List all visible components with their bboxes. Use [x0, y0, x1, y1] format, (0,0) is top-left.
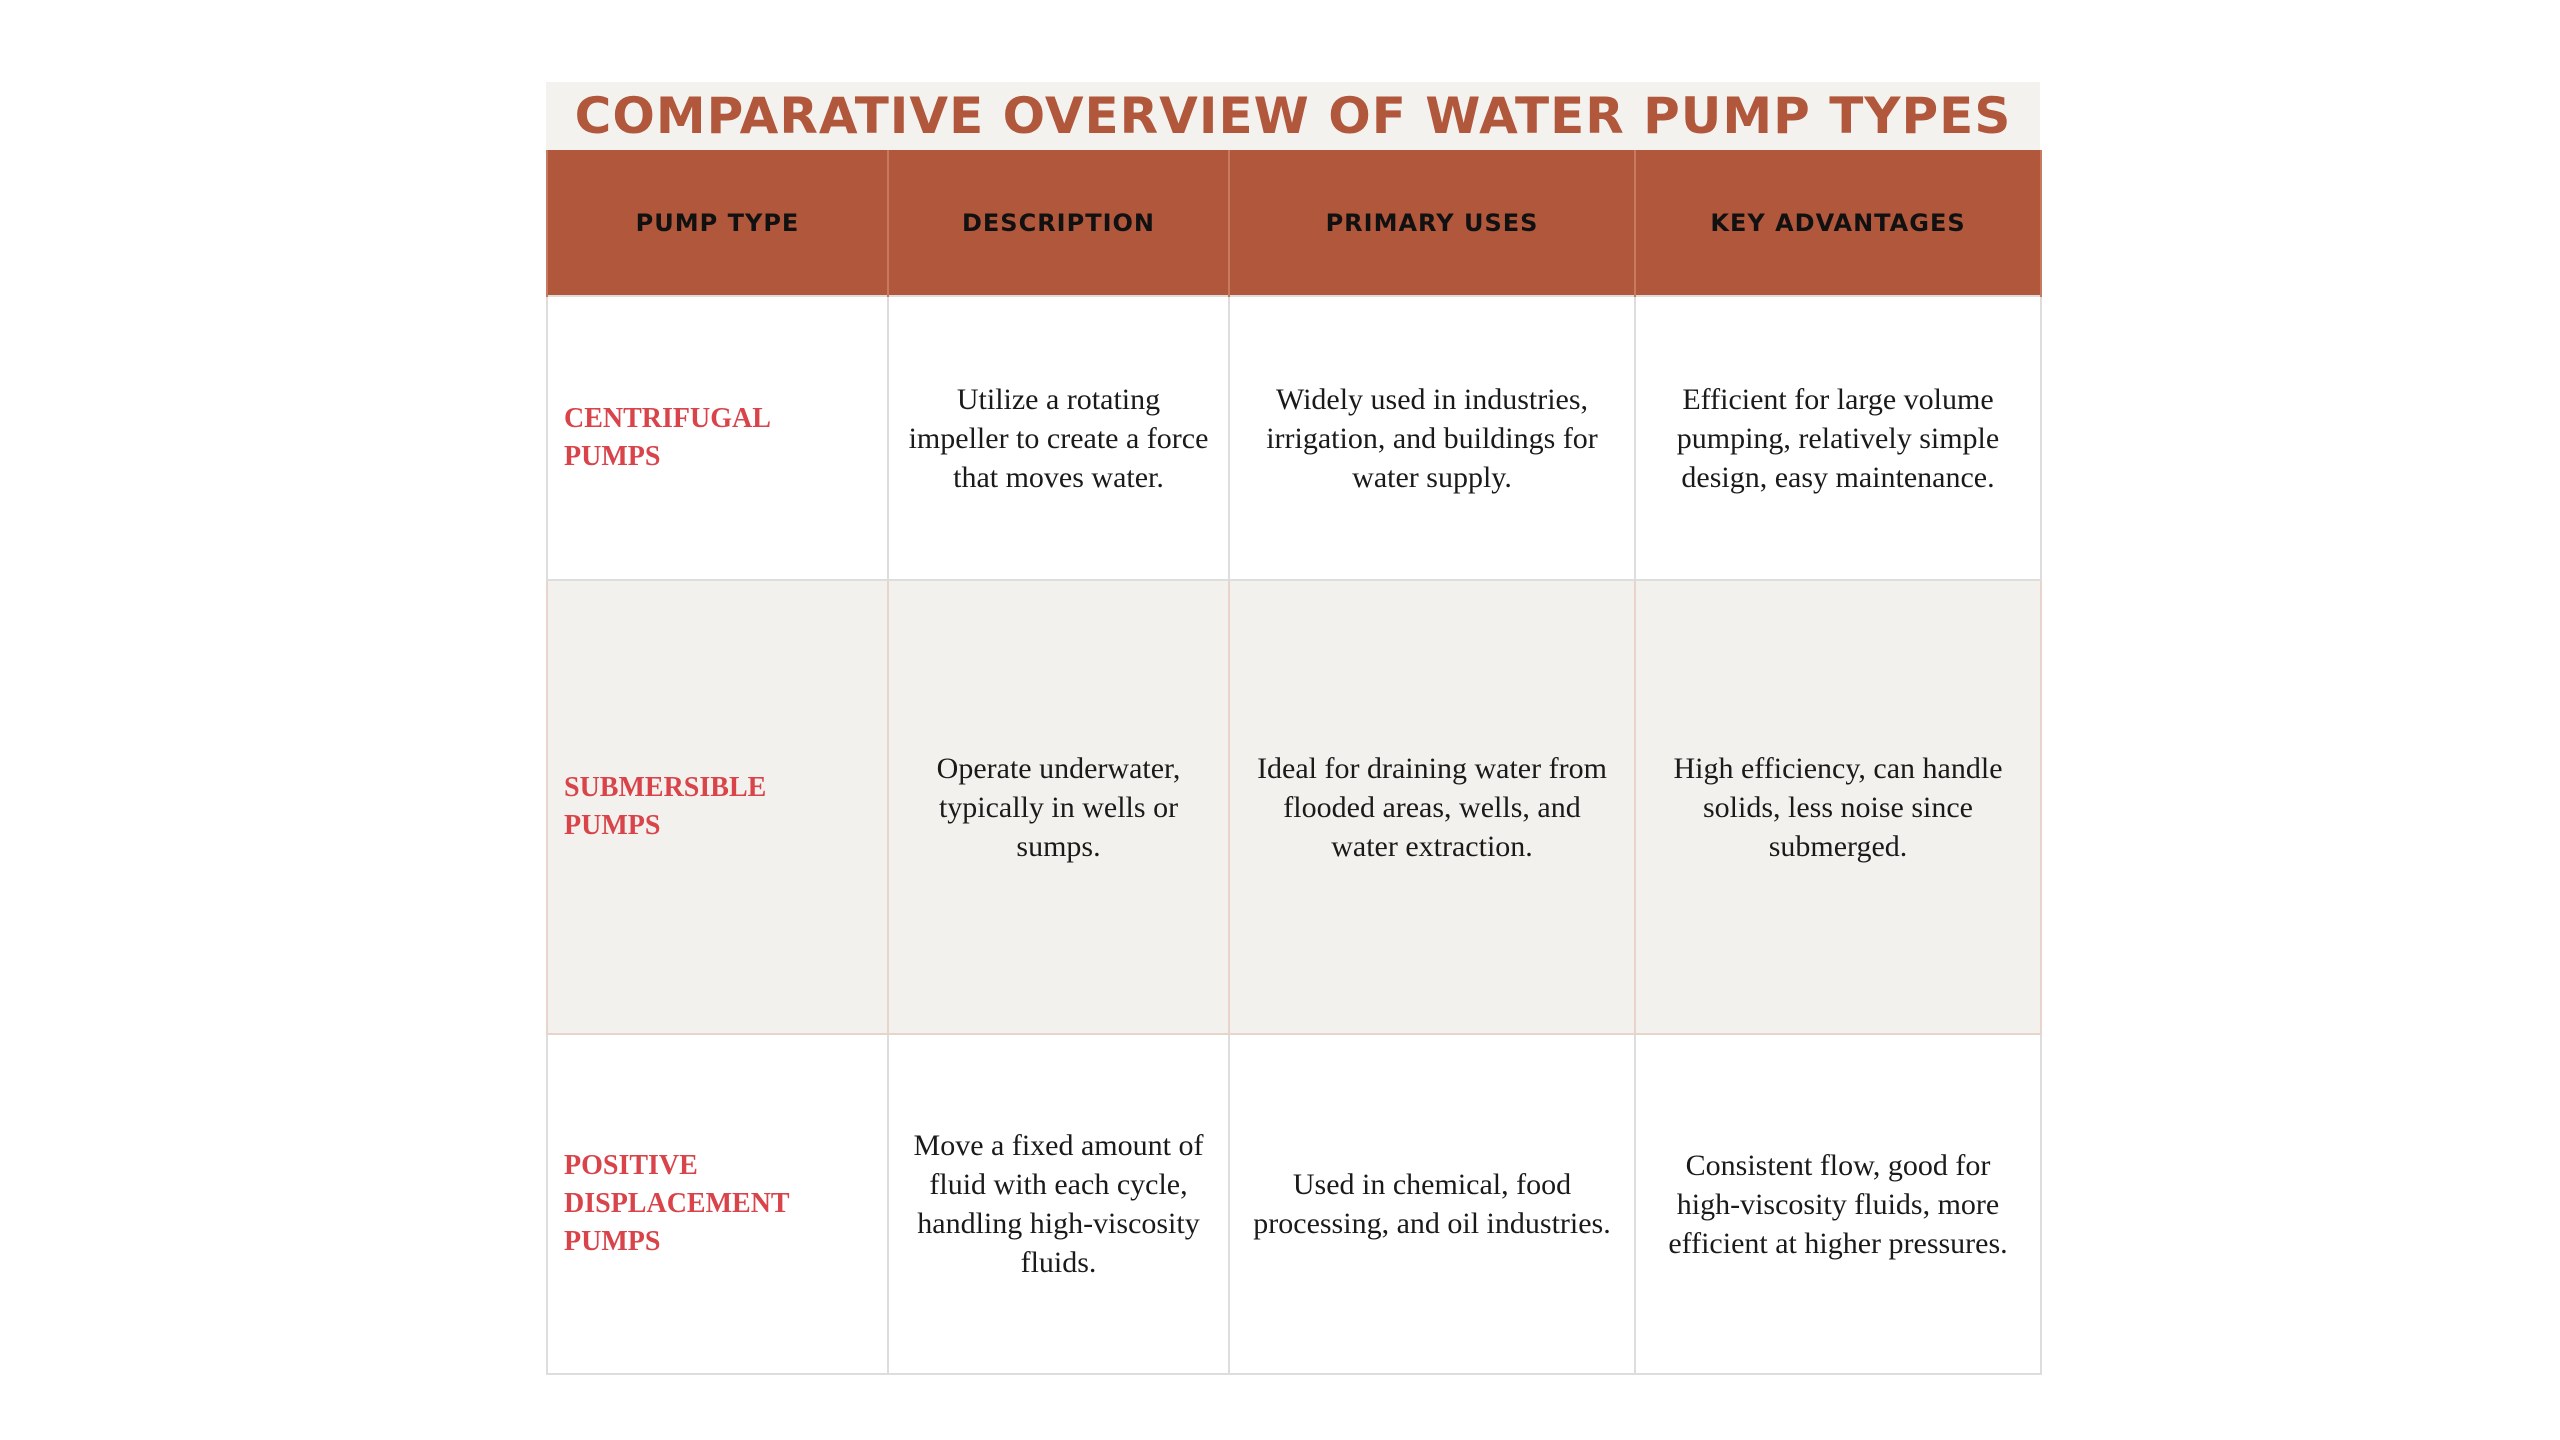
key-advantages-cell: Consistent flow, good for high-viscosity… [1634, 1033, 2042, 1375]
title-bar: COMPARATIVE OVERVIEW OF WATER PUMP TYPES [546, 82, 2040, 150]
column-header-description: DESCRIPTION [887, 150, 1230, 296]
description-cell: Operate underwater, typically in wells o… [887, 579, 1230, 1035]
column-header-key-advantages: KEY ADVANTAGES [1634, 150, 2042, 296]
column-header-primary-uses: PRIMARY USES [1228, 150, 1636, 296]
key-advantages-cell: High efficiency, can handle solids, less… [1634, 579, 2042, 1035]
pump-type-cell: CENTRIFUGAL PUMPS [546, 295, 889, 581]
column-header-pump-type: PUMP TYPE [546, 150, 889, 296]
description-cell: Move a fixed amount of fluid with each c… [887, 1033, 1230, 1375]
description-cell: Utilize a rotating impeller to create a … [887, 295, 1230, 581]
primary-uses-cell: Used in chemical, food processing, and o… [1228, 1033, 1636, 1375]
table-row: CENTRIFUGAL PUMPS Utilize a rotating imp… [546, 295, 2042, 581]
primary-uses-cell: Widely used in industries, irrigation, a… [1228, 295, 1636, 581]
pump-type-cell: POSITIVE DISPLACEMENT PUMPS [546, 1033, 889, 1375]
table-row: SUBMERSIBLE PUMPS Operate underwater, ty… [546, 579, 2042, 1035]
table-row: POSITIVE DISPLACEMENT PUMPS Move a fixed… [546, 1033, 2042, 1375]
comparison-table: PUMP TYPE DESCRIPTION PRIMARY USES KEY A… [546, 150, 2042, 1375]
table-header-row: PUMP TYPE DESCRIPTION PRIMARY USES KEY A… [546, 150, 2042, 296]
document-page: COMPARATIVE OVERVIEW OF WATER PUMP TYPES… [546, 82, 2042, 1375]
key-advantages-cell: Efficient for large volume pumping, rela… [1634, 295, 2042, 581]
page-title: COMPARATIVE OVERVIEW OF WATER PUMP TYPES [574, 87, 2012, 145]
pump-type-cell: SUBMERSIBLE PUMPS [546, 579, 889, 1035]
primary-uses-cell: Ideal for draining water from flooded ar… [1228, 579, 1636, 1035]
